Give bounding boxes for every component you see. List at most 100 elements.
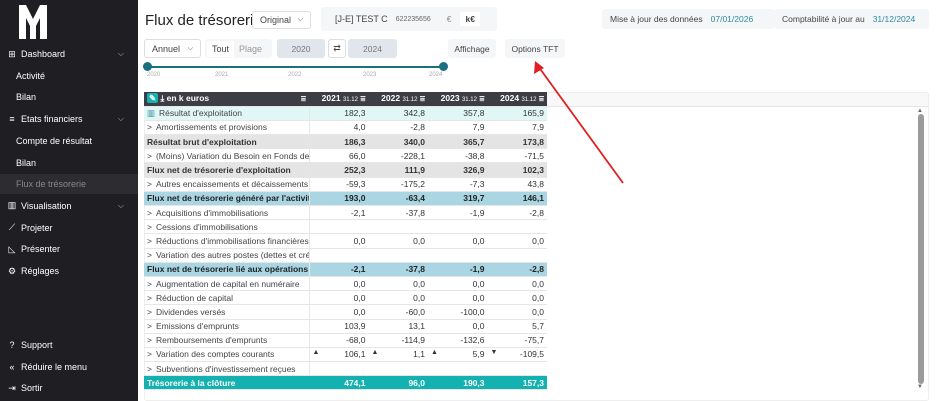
table-row[interactable]: > Variation des comptes courants ▲ 106,1 ▲ 1,… bbox=[144, 347, 547, 363]
chevron-right-icon[interactable]: > bbox=[147, 221, 152, 232]
chevron-right-icon[interactable]: > bbox=[147, 363, 152, 374]
sidebar-item[interactable]: Activité bbox=[0, 66, 138, 86]
year-range-slider[interactable] bbox=[147, 66, 444, 68]
slider-handle-start[interactable] bbox=[143, 62, 152, 71]
sidebar-bottom-item[interactable]: ⇥ Sortir bbox=[0, 378, 138, 398]
value-cell bbox=[368, 361, 428, 377]
value: -114,9 bbox=[401, 335, 425, 346]
table-row[interactable]: > Cessions d'immobilisations bbox=[144, 219, 547, 235]
chevron-right-icon[interactable]: > bbox=[147, 335, 152, 346]
value-cell bbox=[309, 219, 369, 235]
sidebar-item[interactable]: ⚙ Réglages bbox=[0, 261, 138, 281]
scroll-up-icon[interactable]: ▲ bbox=[917, 108, 923, 114]
edit-icon[interactable]: ✎ bbox=[147, 93, 159, 104]
row-label: > (Moins) Variation du Besoin en Fonds de… bbox=[144, 148, 310, 164]
chevron-right-icon[interactable]: > bbox=[147, 349, 152, 360]
sidebar-item-label: Support bbox=[21, 340, 53, 350]
chevron-right-icon[interactable]: > bbox=[147, 150, 152, 161]
chevron-right-icon[interactable]: > bbox=[147, 207, 152, 218]
chevron-right-icon[interactable]: > bbox=[147, 321, 152, 332]
table-row[interactable]: > Emissions d'emprunts 103,9 13,1 0,0 5,7 bbox=[144, 319, 547, 334]
year-column-header[interactable]: 2024 31.12 ⩸ bbox=[487, 92, 547, 107]
table-row[interactable]: > Variation des autres postes (dettes et … bbox=[144, 248, 547, 263]
value-cell: 252,3 bbox=[309, 162, 369, 178]
table-row[interactable]: > Réduction de capital 0,0 0,0 0,0 0,0 bbox=[144, 290, 547, 306]
table-row[interactable]: Flux net de trésorerie d'exploitation 252… bbox=[144, 162, 547, 178]
year-column-header[interactable]: 2021 31.12 ⩸ bbox=[309, 92, 369, 107]
filter-icon[interactable]: ⩸ bbox=[419, 93, 425, 104]
triangle-up-icon: ▲ bbox=[371, 349, 379, 357]
table-row[interactable]: Résultat brut d'exploitation 186,3 340,0 36… bbox=[144, 134, 547, 150]
scroll-down-icon[interactable]: ▼ bbox=[917, 384, 923, 390]
slider-handle-end[interactable] bbox=[439, 62, 448, 71]
value: 66,0 bbox=[348, 150, 366, 161]
value-cell bbox=[428, 248, 488, 263]
vertical-scrollbar[interactable]: ▲ ▼ bbox=[917, 108, 925, 398]
row-label-text: Flux net de trésorerie d'exploitation bbox=[147, 165, 291, 176]
bar-chart-icon[interactable]: ▥ bbox=[147, 107, 156, 118]
sidebar-item[interactable]: ⊞ Dashboard ⌵ bbox=[0, 44, 138, 64]
download-icon[interactable]: ⤓ bbox=[160, 93, 165, 104]
value-cell: -37,8 bbox=[368, 205, 428, 221]
table-row[interactable]: ▥ Résultat d'exploitation 182,3 342,8 357,8 1… bbox=[144, 106, 547, 121]
year-column-header[interactable]: 2022 31.12 ⩸ bbox=[368, 92, 428, 107]
to-year-input[interactable]: 2024 bbox=[348, 39, 397, 58]
currency-euro[interactable]: € bbox=[446, 14, 452, 24]
sidebar-item[interactable]: Flux de trésorerie bbox=[0, 174, 138, 195]
table-row[interactable]: > Remboursements d'emprunts -68,0 -114,9 -13… bbox=[144, 333, 547, 348]
chevron-right-icon[interactable]: > bbox=[147, 306, 152, 317]
sidebar-bottom-item[interactable]: « Réduire le menu bbox=[0, 357, 138, 377]
value-cell: 66,0 bbox=[309, 148, 369, 164]
table-row[interactable]: > Autres encaissements et décaissements l… bbox=[144, 177, 547, 192]
plage-button[interactable]: Plage bbox=[239, 43, 263, 54]
table-row[interactable]: > Amortissements et provisions 4,0 -2,8 7,9 7… bbox=[144, 120, 547, 136]
value-cell: 326,9 bbox=[428, 162, 488, 178]
version-select[interactable]: Original ⌵ bbox=[252, 11, 311, 29]
table-row[interactable]: > Réductions d'immobilisations financière… bbox=[144, 233, 547, 249]
period-value: Annuel bbox=[152, 43, 181, 54]
from-year-input[interactable]: 2020 bbox=[277, 39, 325, 58]
filter-icon[interactable]: ⩸ bbox=[300, 93, 306, 104]
chevron-right-icon[interactable]: > bbox=[147, 179, 152, 190]
period-select[interactable]: Annuel ⌵ bbox=[144, 39, 201, 58]
value-cell: 13,1 bbox=[368, 319, 428, 334]
value: 13,1 bbox=[408, 321, 425, 332]
value-cell bbox=[428, 361, 488, 377]
scrollbar-thumb[interactable] bbox=[918, 114, 924, 384]
chevron-right-icon[interactable]: > bbox=[147, 278, 152, 289]
value: -175,2 bbox=[400, 179, 425, 190]
options-tft-button[interactable]: Options TFT bbox=[505, 39, 565, 58]
swap-button[interactable]: ⇄ bbox=[328, 39, 346, 58]
sidebar-item[interactable]: Bilan bbox=[0, 87, 138, 107]
value: 7,9 bbox=[472, 122, 485, 133]
sidebar-item[interactable]: Bilan bbox=[0, 153, 138, 173]
sidebar-item-label: Sortir bbox=[21, 383, 43, 393]
sidebar-item[interactable]: ▥ Visualisation ⌵ bbox=[0, 196, 138, 216]
table-row[interactable]: > Dividendes versés 0,0 -60,0 -100,0 0,0 bbox=[144, 304, 547, 320]
sidebar-item-label: Dashboard bbox=[21, 49, 66, 59]
sidebar-item[interactable]: Compte de résultat bbox=[0, 131, 138, 151]
value: 0,0 bbox=[532, 235, 544, 246]
table-row[interactable]: Flux net de trésorerie lié aux opération… bbox=[144, 262, 547, 277]
table-row[interactable]: > (Moins) Variation du Besoin en Fonds de… bbox=[144, 148, 547, 164]
year-column-header[interactable]: 2023 31.12 ⩸ bbox=[428, 92, 488, 107]
sidebar-bottom-item[interactable]: ? Support bbox=[0, 335, 138, 355]
affichage-button[interactable]: Affichage bbox=[448, 39, 496, 58]
table-row[interactable]: > Augmentation de capital en numéraire 0,0… bbox=[144, 276, 547, 292]
chevron-right-icon[interactable]: > bbox=[147, 292, 152, 303]
tout-button[interactable]: Tout bbox=[207, 40, 235, 57]
filter-icon[interactable]: ⩸ bbox=[479, 93, 485, 104]
table-row[interactable]: > Acquisitions d'immobilisations -2,1 -37,8… bbox=[144, 205, 547, 221]
chevron-right-icon[interactable]: > bbox=[147, 235, 152, 246]
chevron-right-icon[interactable]: > bbox=[147, 122, 152, 133]
sidebar-item[interactable]: ≡ Etats financiers ⌵ bbox=[0, 109, 138, 129]
filter-icon[interactable]: ⩸ bbox=[538, 93, 544, 104]
currency-keuro[interactable]: k€ bbox=[460, 12, 480, 26]
table-row[interactable]: > Subventions d'investissement reçues bbox=[144, 361, 547, 377]
filter-icon[interactable]: ⩸ bbox=[360, 93, 366, 104]
sidebar-item[interactable]: ◺ Présenter bbox=[0, 239, 138, 259]
sidebar-item[interactable]: ⟋ Projeter bbox=[0, 218, 138, 238]
row-label: > Emissions d'emprunts bbox=[144, 319, 310, 334]
chevron-right-icon[interactable]: > bbox=[147, 250, 152, 261]
table-row[interactable]: Flux net de trésorerie généré par l'acti… bbox=[144, 191, 547, 207]
